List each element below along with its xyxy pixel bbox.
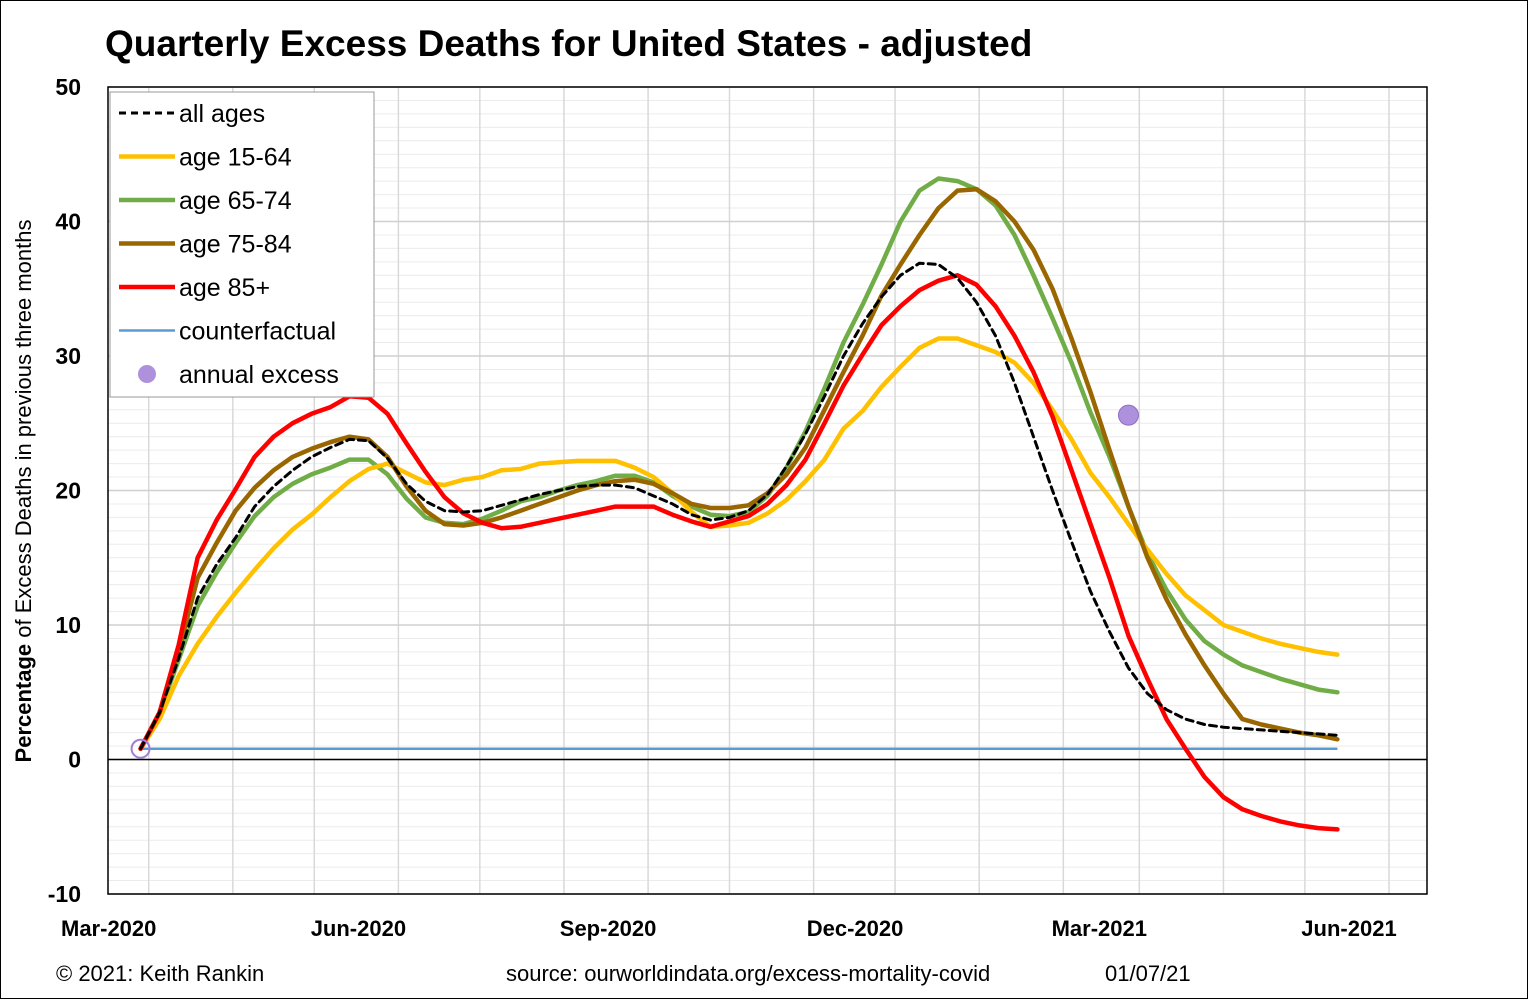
plot-border xyxy=(107,86,1428,895)
series-line-all-ages xyxy=(139,261,1339,751)
footer-date: 01/07/21 xyxy=(1105,961,1191,986)
y-axis-label: Percentage of Excess Deaths in previous … xyxy=(11,220,36,763)
y-tick-label: 0 xyxy=(68,747,81,773)
legend-label: counterfactual xyxy=(179,318,336,346)
series-line-age-85- xyxy=(138,273,1340,832)
annual-excess-point xyxy=(1117,404,1139,426)
x-tick-label: Jun-2020 xyxy=(311,916,406,941)
series-layer xyxy=(130,176,1340,832)
y-axis-label-bold: Percentage xyxy=(11,644,36,763)
y-axis-label-rest: of Excess Deaths in previous three month… xyxy=(11,220,36,644)
legend-marker xyxy=(138,365,156,383)
svg-text:Percentage of Excess Deaths in: Percentage of Excess Deaths in previous … xyxy=(11,220,36,763)
y-tick-label: -10 xyxy=(48,881,81,907)
axis-layer: -10 0 10 20 30 40 50 Mar-2020 Jun-2020 Sep-2020 De… xyxy=(48,74,1428,941)
y-tick-label: 50 xyxy=(55,74,81,100)
series-line-age-75-84 xyxy=(138,186,1340,751)
x-tick-label: Dec-2020 xyxy=(807,916,904,941)
y-tick-label: 20 xyxy=(55,478,81,504)
x-tick-label: Jun-2021 xyxy=(1301,916,1396,941)
legend-label: age 65-74 xyxy=(179,187,292,215)
legend-label: age 15-64 xyxy=(179,144,292,172)
legend-label: age 75-84 xyxy=(179,231,292,259)
legend-label: annual excess xyxy=(179,361,339,389)
x-tick-label: Mar-2021 xyxy=(1052,916,1147,941)
x-tick-label: Sep-2020 xyxy=(560,916,657,941)
footer-copyright: © 2021: Keith Rankin xyxy=(56,961,264,986)
y-tick-label: 10 xyxy=(55,612,81,638)
legend: all ages age 15-64 age 65-74 age 75-84 age 8… xyxy=(109,91,375,398)
annual-excess-point xyxy=(130,738,151,759)
chart-title: Quarterly Excess Deaths for United State… xyxy=(105,23,1032,64)
x-tick-label: Mar-2020 xyxy=(61,916,156,941)
footer-source: source: ourworldindata.org/excess-mortal… xyxy=(506,961,990,986)
legend-label: all ages xyxy=(179,100,265,128)
legend-label: age 85+ xyxy=(179,274,270,302)
y-tick-label: 30 xyxy=(55,343,81,369)
y-tick-label: 40 xyxy=(55,209,81,235)
